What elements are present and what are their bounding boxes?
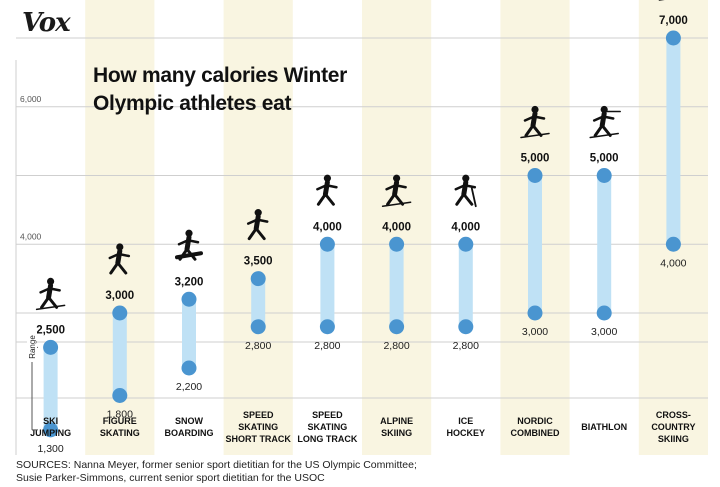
category-label: JUMPING (30, 428, 71, 438)
max-dot (112, 305, 128, 321)
max-dot (250, 271, 266, 287)
min-dot (181, 360, 197, 376)
min-value-label: 2,800 (383, 340, 409, 352)
range-bar (112, 313, 127, 396)
category-label: ALPINE (380, 416, 413, 426)
max-dot (389, 236, 405, 252)
category-label: COMBINED (511, 428, 560, 438)
y-tick-label: 4,000 (20, 231, 42, 241)
min-dot (250, 319, 266, 335)
y-tick-label: 6,000 (20, 94, 42, 104)
range-bar (666, 38, 681, 245)
alpine-skier-icon (381, 174, 412, 207)
chart-title: How many calories Winter Olympic athlete… (93, 62, 393, 118)
chart-title-line-1: How many calories Winter (93, 64, 348, 87)
range-bar (251, 278, 266, 327)
min-dot (665, 236, 681, 252)
max-value-label: 3,500 (244, 256, 273, 268)
min-dot (596, 305, 612, 321)
snowboarder-icon (175, 229, 203, 261)
max-value-label: 3,000 (105, 290, 134, 302)
max-dot (458, 236, 474, 252)
max-dot (319, 236, 335, 252)
min-dot (112, 388, 128, 403)
category-label: SKIING (658, 434, 689, 444)
sources-note: SOURCES: Nanna Meyer, former senior spor… (16, 459, 417, 485)
range-bar (182, 299, 196, 368)
category-label: LONG TRACK (297, 434, 357, 444)
category-label: SKATING (307, 422, 347, 432)
max-value-label: 4,000 (313, 221, 342, 233)
category-label: BOARDING (165, 428, 214, 438)
min-value-label: 2,800 (453, 340, 479, 352)
column-stripe (362, 0, 432, 455)
max-value-label: 5,000 (590, 153, 619, 165)
min-value-label: 2,200 (176, 381, 202, 393)
min-value-label: 1,300 (37, 443, 63, 455)
category-label: SKI (43, 416, 58, 426)
max-value-label: 7,000 (659, 15, 688, 27)
sources-line-2: Susie Parker-Simmons, current senior spo… (16, 472, 325, 484)
biathlete-icon (589, 105, 621, 139)
category-label: SPEED (312, 410, 343, 420)
category-label: SPEED (243, 410, 274, 420)
chart-title-line-2: Olympic athletes eat (93, 92, 292, 115)
min-value-label: 2,800 (314, 340, 340, 352)
category-label: ICE (458, 416, 473, 426)
range-label: Range (28, 335, 37, 359)
category-label: NORDIC (517, 416, 553, 426)
range-bar (528, 175, 542, 313)
min-value-label: 1,800 (107, 409, 133, 421)
vox-logo: Vox (22, 8, 71, 38)
min-value-label: 2,800 (245, 340, 271, 352)
ski-jumper-icon (35, 277, 66, 311)
category-label: HOCKEY (447, 428, 486, 438)
max-value-label: 4,000 (451, 221, 480, 233)
category-label: SNOW (175, 416, 204, 426)
max-value-label: 4,000 (382, 221, 411, 233)
range-bar (320, 244, 335, 327)
min-dot (527, 305, 543, 321)
max-dot (665, 30, 681, 46)
max-dot (181, 291, 197, 307)
range-label-bg (27, 332, 37, 362)
max-value-label: 3,200 (175, 276, 204, 288)
sources-line-1: SOURCES: Nanna Meyer, former senior spor… (16, 459, 417, 471)
min-dot (319, 319, 335, 335)
category-label: SHORT TRACK (225, 434, 291, 444)
min-value-label: 4,000 (660, 257, 686, 269)
range-bar (389, 244, 404, 327)
min-dot (389, 319, 405, 335)
max-dot (596, 168, 612, 183)
max-dot (527, 168, 543, 183)
min-value-label: 3,000 (522, 326, 548, 338)
category-label: CROSS- (656, 410, 691, 420)
max-dot (43, 339, 59, 355)
range-bar (597, 175, 612, 313)
category-label: SKIING (381, 428, 412, 438)
nordic-skier-icon (520, 105, 550, 139)
figure-skater-icon (108, 243, 131, 275)
max-value-label: 2,500 (36, 324, 65, 336)
short-track-skater-icon (246, 209, 269, 241)
min-value-label: 3,000 (591, 326, 617, 338)
long-track-skater-icon (316, 174, 338, 206)
category-label: SKATING (238, 422, 278, 432)
range-bar (458, 244, 473, 327)
max-value-label: 5,000 (521, 153, 550, 165)
range-bar (43, 347, 58, 430)
category-label: BIATHLON (581, 422, 627, 432)
category-label: FIGURE (103, 416, 137, 426)
min-dot (43, 422, 59, 438)
category-label: SKATING (100, 428, 140, 438)
category-label: COUNTRY (651, 422, 695, 432)
min-dot (458, 319, 474, 335)
hockey-player-icon (454, 174, 477, 208)
